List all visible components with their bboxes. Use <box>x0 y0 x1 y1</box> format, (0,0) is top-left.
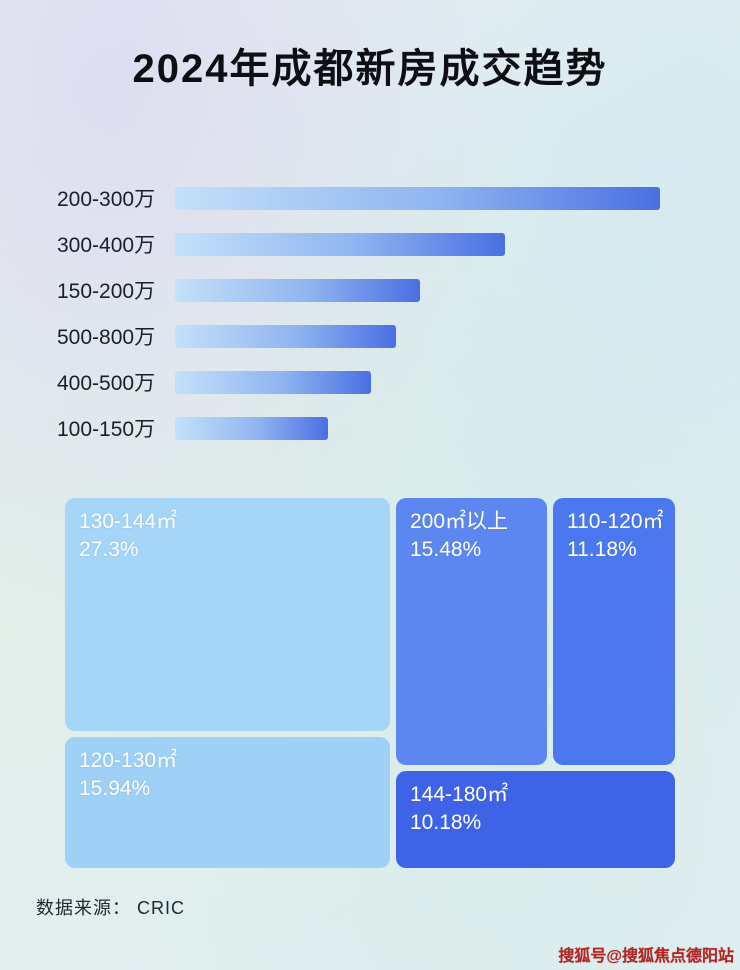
bar-300-400 <box>175 232 505 256</box>
bar-track <box>175 232 660 256</box>
bar-track <box>175 278 660 302</box>
bar-category-label: 400-500万 <box>57 372 156 395</box>
bar-category-label: 100-150万 <box>57 418 156 441</box>
watermark-text: 搜狐号@搜狐焦点德阳站 <box>558 948 734 965</box>
bar-200-300 <box>175 186 660 210</box>
bar-category-label: 500-800万 <box>57 326 156 349</box>
treemap-label: 144-180㎡ <box>410 783 509 806</box>
treemap-box-110-120: 110-120㎡ 11.18% <box>553 498 675 765</box>
bar-row: 300-400万 <box>57 232 697 257</box>
treemap-value: 15.48% <box>410 538 482 562</box>
treemap-label: 120-130㎡ <box>79 749 178 772</box>
treemap-value: 15.94% <box>79 777 151 801</box>
treemap-box-144-180: 144-180㎡ 10.18% <box>396 771 675 868</box>
bar-row: 400-500万 <box>57 370 697 395</box>
treemap-box-120-130: 120-130㎡ 15.94% <box>65 737 390 868</box>
bar-500-800 <box>175 324 396 348</box>
bar-category-label: 300-400万 <box>57 234 156 257</box>
treemap-box-200-plus: 200㎡以上 15.48% <box>396 498 547 765</box>
price-range-bar-chart: 200-300万 300-400万 150-200万 500-800万 400-… <box>57 186 697 462</box>
bar-row: 150-200万 <box>57 278 697 303</box>
treemap-label: 200㎡以上 <box>410 510 509 533</box>
treemap-label: 110-120㎡ <box>567 510 664 533</box>
treemap-value: 10.18% <box>410 811 482 835</box>
treemap-label: 130-144㎡ <box>79 510 178 533</box>
treemap-box-130-144: 130-144㎡ 27.3% <box>65 498 390 731</box>
bar-track <box>175 416 660 440</box>
treemap-value: 11.18% <box>567 538 637 562</box>
bar-row: 200-300万 <box>57 186 697 211</box>
bar-category-label: 150-200万 <box>57 280 156 303</box>
treemap-value: 27.3% <box>79 538 139 562</box>
data-source-label: 数据来源： CRIC <box>36 898 185 918</box>
page-title: 2024年成都新房成交趋势 <box>132 47 608 91</box>
bar-100-150 <box>175 416 328 440</box>
bar-track <box>175 186 660 210</box>
bar-row: 500-800万 <box>57 324 697 349</box>
bar-row: 100-150万 <box>57 416 697 441</box>
bar-track <box>175 324 660 348</box>
bar-150-200 <box>175 278 420 302</box>
bar-track <box>175 370 660 394</box>
bar-400-500 <box>175 370 372 394</box>
bar-category-label: 200-300万 <box>57 188 156 211</box>
area-size-treemap: 130-144㎡ 27.3% 120-130㎡ 15.94% 200㎡以上 15… <box>65 498 675 868</box>
